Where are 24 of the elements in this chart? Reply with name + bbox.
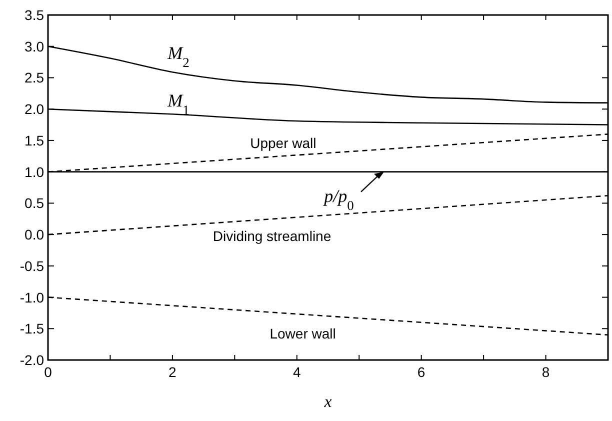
legend-label: p/p$_{0}$ bbox=[322, 186, 354, 212]
y-tick-label: 3.0 bbox=[24, 38, 44, 54]
y-tick-label: -1.5 bbox=[20, 320, 44, 337]
y-tick-label: 0.0 bbox=[24, 226, 44, 243]
series-label: M$_{2}$ bbox=[166, 42, 190, 70]
y-tick-label: 2.0 bbox=[24, 101, 44, 118]
x-tick-label: 6 bbox=[417, 364, 426, 380]
x-tick-label: 0 bbox=[44, 364, 52, 380]
y-tick-label: -0.5 bbox=[20, 258, 44, 274]
y-tick-label: 2.5 bbox=[24, 70, 44, 86]
y-tick-label: 3.5 bbox=[24, 7, 44, 23]
series-label: M$_{1}$ bbox=[166, 90, 190, 117]
y-tick-label: 0.5 bbox=[24, 195, 44, 212]
y-tick-label: 1.0 bbox=[24, 164, 44, 180]
series-label: Upper wall bbox=[250, 135, 316, 152]
y-tick-label: -2.0 bbox=[20, 352, 44, 368]
y-tick-label: 1.5 bbox=[24, 132, 44, 148]
x-tick-label: 4 bbox=[292, 364, 301, 380]
x-axis-title: x bbox=[323, 392, 332, 411]
series-label: Dividing streamline bbox=[212, 228, 332, 244]
x-tick-label: 2 bbox=[168, 364, 177, 380]
x-tick-label: 8 bbox=[542, 364, 550, 380]
series-label: Lower wall bbox=[270, 325, 336, 342]
y-tick-label: -1.0 bbox=[20, 289, 44, 306]
